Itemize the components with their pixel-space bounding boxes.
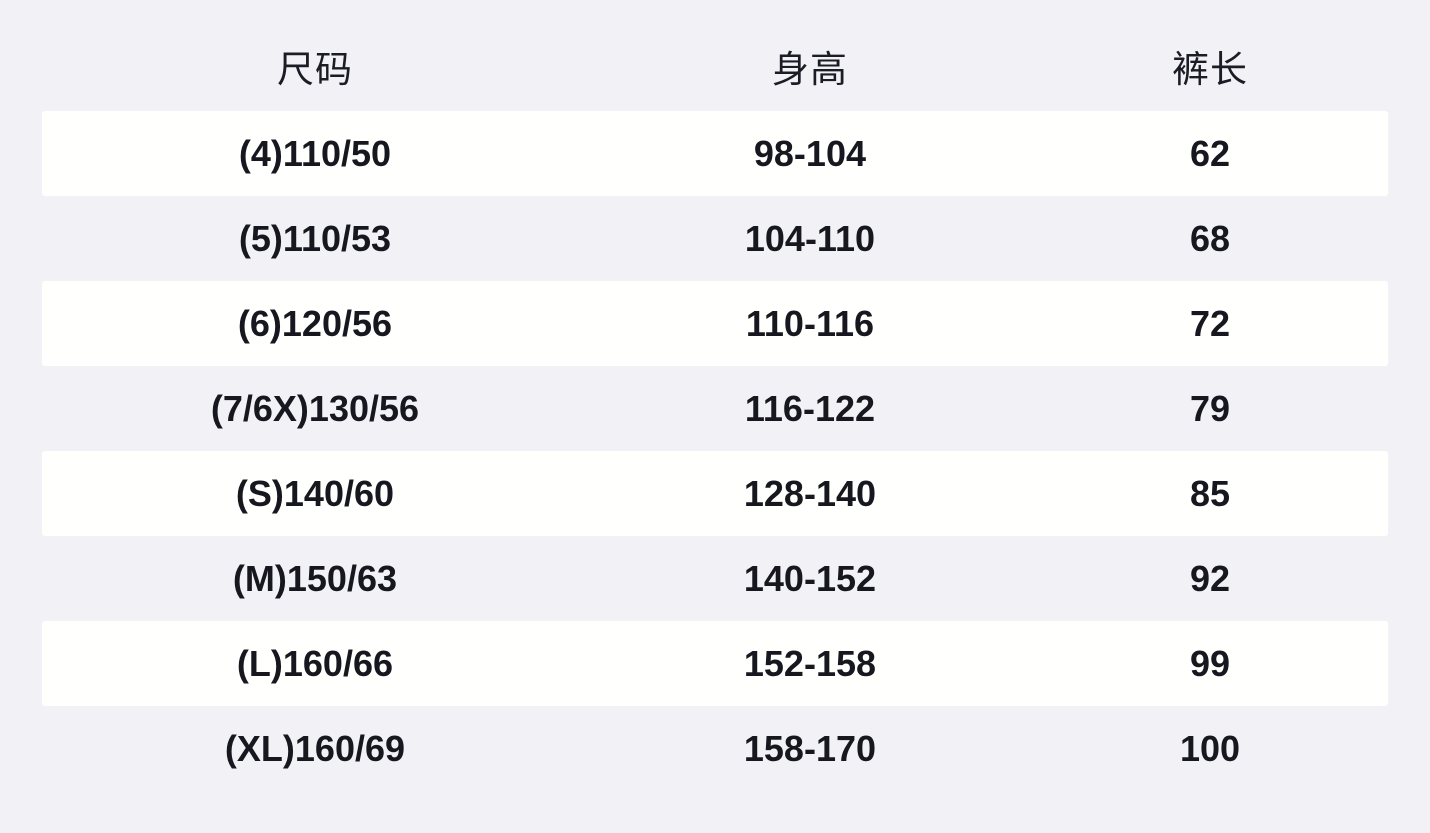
cell-pants-length: 100: [1179, 727, 1241, 769]
cell-size: (6)120/56: [237, 302, 393, 344]
cell-size: (4)110/50: [238, 132, 392, 174]
size-chart-table: 尺码 身高 裤长 (4)110/50 98-104 62 (5)110/53 1…: [42, 0, 1388, 791]
cell-height: 110-116: [745, 302, 875, 344]
table-row: (5)110/53 104-110 68: [42, 196, 1388, 281]
cell-pants-length: 85: [1189, 472, 1230, 514]
cell-pants-length: 99: [1189, 642, 1230, 684]
cell-pants-length: 79: [1189, 387, 1230, 429]
table-row: (7/6X)130/56 116-122 79: [42, 366, 1388, 451]
cell-pants-length: 92: [1189, 557, 1230, 599]
table-row: (L)160/66 152-158 99: [42, 621, 1388, 706]
cell-height: 140-152: [743, 557, 877, 599]
cell-height: 158-170: [743, 727, 877, 769]
table-row: (XL)160/69 158-170 100: [42, 706, 1388, 791]
header-cell-pants-length: 裤长: [1171, 49, 1248, 90]
table-row: (S)140/60 128-140 85: [42, 451, 1388, 536]
cell-height: 116-122: [744, 387, 876, 429]
cell-size: (M)150/63: [232, 557, 397, 599]
table-row: (6)120/56 110-116 72: [42, 281, 1388, 366]
cell-height: 104-110: [744, 217, 876, 259]
cell-height: 98-104: [753, 132, 866, 174]
cell-pants-length: 68: [1189, 217, 1230, 259]
cell-pants-length: 72: [1189, 302, 1230, 344]
cell-size: (5)110/53: [238, 217, 392, 259]
table-header-row: 尺码 身高 裤长: [42, 0, 1388, 111]
table-row: (4)110/50 98-104 62: [42, 111, 1388, 196]
cell-size: (XL)160/69: [224, 727, 406, 769]
cell-pants-length: 62: [1189, 132, 1230, 174]
cell-height: 152-158: [743, 642, 877, 684]
cell-height: 128-140: [743, 472, 877, 514]
cell-size: (S)140/60: [235, 472, 395, 514]
cell-size: (7/6X)130/56: [210, 387, 420, 429]
cell-size: (L)160/66: [236, 642, 393, 684]
header-cell-size: 尺码: [276, 49, 353, 90]
table-row: (M)150/63 140-152 92: [42, 536, 1388, 621]
header-cell-height: 身高: [771, 49, 848, 90]
